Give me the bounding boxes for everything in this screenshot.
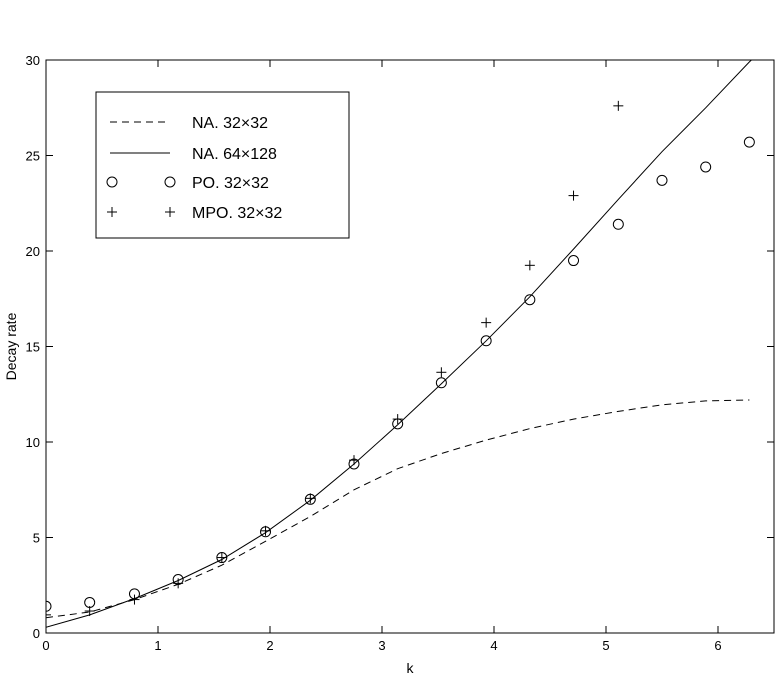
- data-point: [524, 294, 536, 306]
- data-point: [349, 455, 359, 466]
- legend-marker-2: [164, 176, 176, 188]
- data-point: [216, 552, 227, 563]
- series-3: [46, 100, 624, 620]
- data-point: [46, 609, 51, 620]
- legend-marker-3: [107, 207, 117, 217]
- series-1: [46, 60, 753, 628]
- data-point: [568, 190, 579, 201]
- x-axis-label: k: [407, 660, 415, 676]
- data-point: [700, 161, 712, 173]
- data-point: [435, 377, 447, 389]
- legend: NA. 32×32 NA. 64×128 PO. 32×32 MPO. 32×32: [95, 91, 350, 239]
- legend-label-1: NA. 64×128: [192, 146, 277, 163]
- data-point: [612, 218, 624, 230]
- data-point: [568, 255, 580, 267]
- legend-marker-2: [106, 176, 118, 188]
- x-tick-label: 4: [490, 638, 497, 653]
- series-line-1: [46, 60, 753, 628]
- data-point: [46, 600, 52, 612]
- axes-layer: 0 1 2 3 4 5 6 0 5 10 15 20 25 30: [26, 53, 775, 653]
- y-axis-label: Decay rate: [3, 312, 19, 380]
- y-tick-label: 5: [33, 531, 40, 546]
- data-point: [613, 100, 624, 111]
- legend-label-2: PO. 32×32: [192, 175, 269, 192]
- x-tick-label: 6: [714, 638, 721, 653]
- series-0: [46, 399, 750, 619]
- y-tick-label: 25: [26, 149, 40, 164]
- x-tick-label: 0: [42, 638, 49, 653]
- x-tick-label: 2: [266, 638, 273, 653]
- data-point: [436, 367, 447, 378]
- series-line-0: [46, 399, 750, 619]
- data-point: [305, 493, 316, 504]
- legend-box: [95, 91, 350, 239]
- data-point: [173, 578, 184, 589]
- y-tick-label: 0: [33, 626, 40, 641]
- legend-label-3: MPO. 32×32: [192, 205, 282, 222]
- x-tick-label: 1: [154, 638, 161, 653]
- legend-label-0: NA. 32×32: [192, 115, 268, 132]
- data-point: [260, 525, 271, 536]
- y-tick-label: 30: [26, 53, 40, 68]
- y-tick-label: 15: [26, 340, 40, 355]
- data-point: [129, 594, 140, 605]
- series-layer: [46, 60, 755, 628]
- data-point: [480, 335, 492, 347]
- x-tick-label: 3: [378, 638, 385, 653]
- data-point: [84, 606, 95, 617]
- data-point: [84, 596, 96, 608]
- y-tick-label: 20: [26, 244, 40, 259]
- data-point: [743, 136, 755, 148]
- data-point: [524, 260, 535, 271]
- legend-marker-3: [165, 207, 175, 217]
- y-tick-label: 10: [26, 435, 40, 450]
- data-point: [656, 174, 668, 186]
- data-point: [481, 317, 492, 328]
- x-tick-label: 5: [602, 638, 609, 653]
- data-point: [392, 414, 403, 425]
